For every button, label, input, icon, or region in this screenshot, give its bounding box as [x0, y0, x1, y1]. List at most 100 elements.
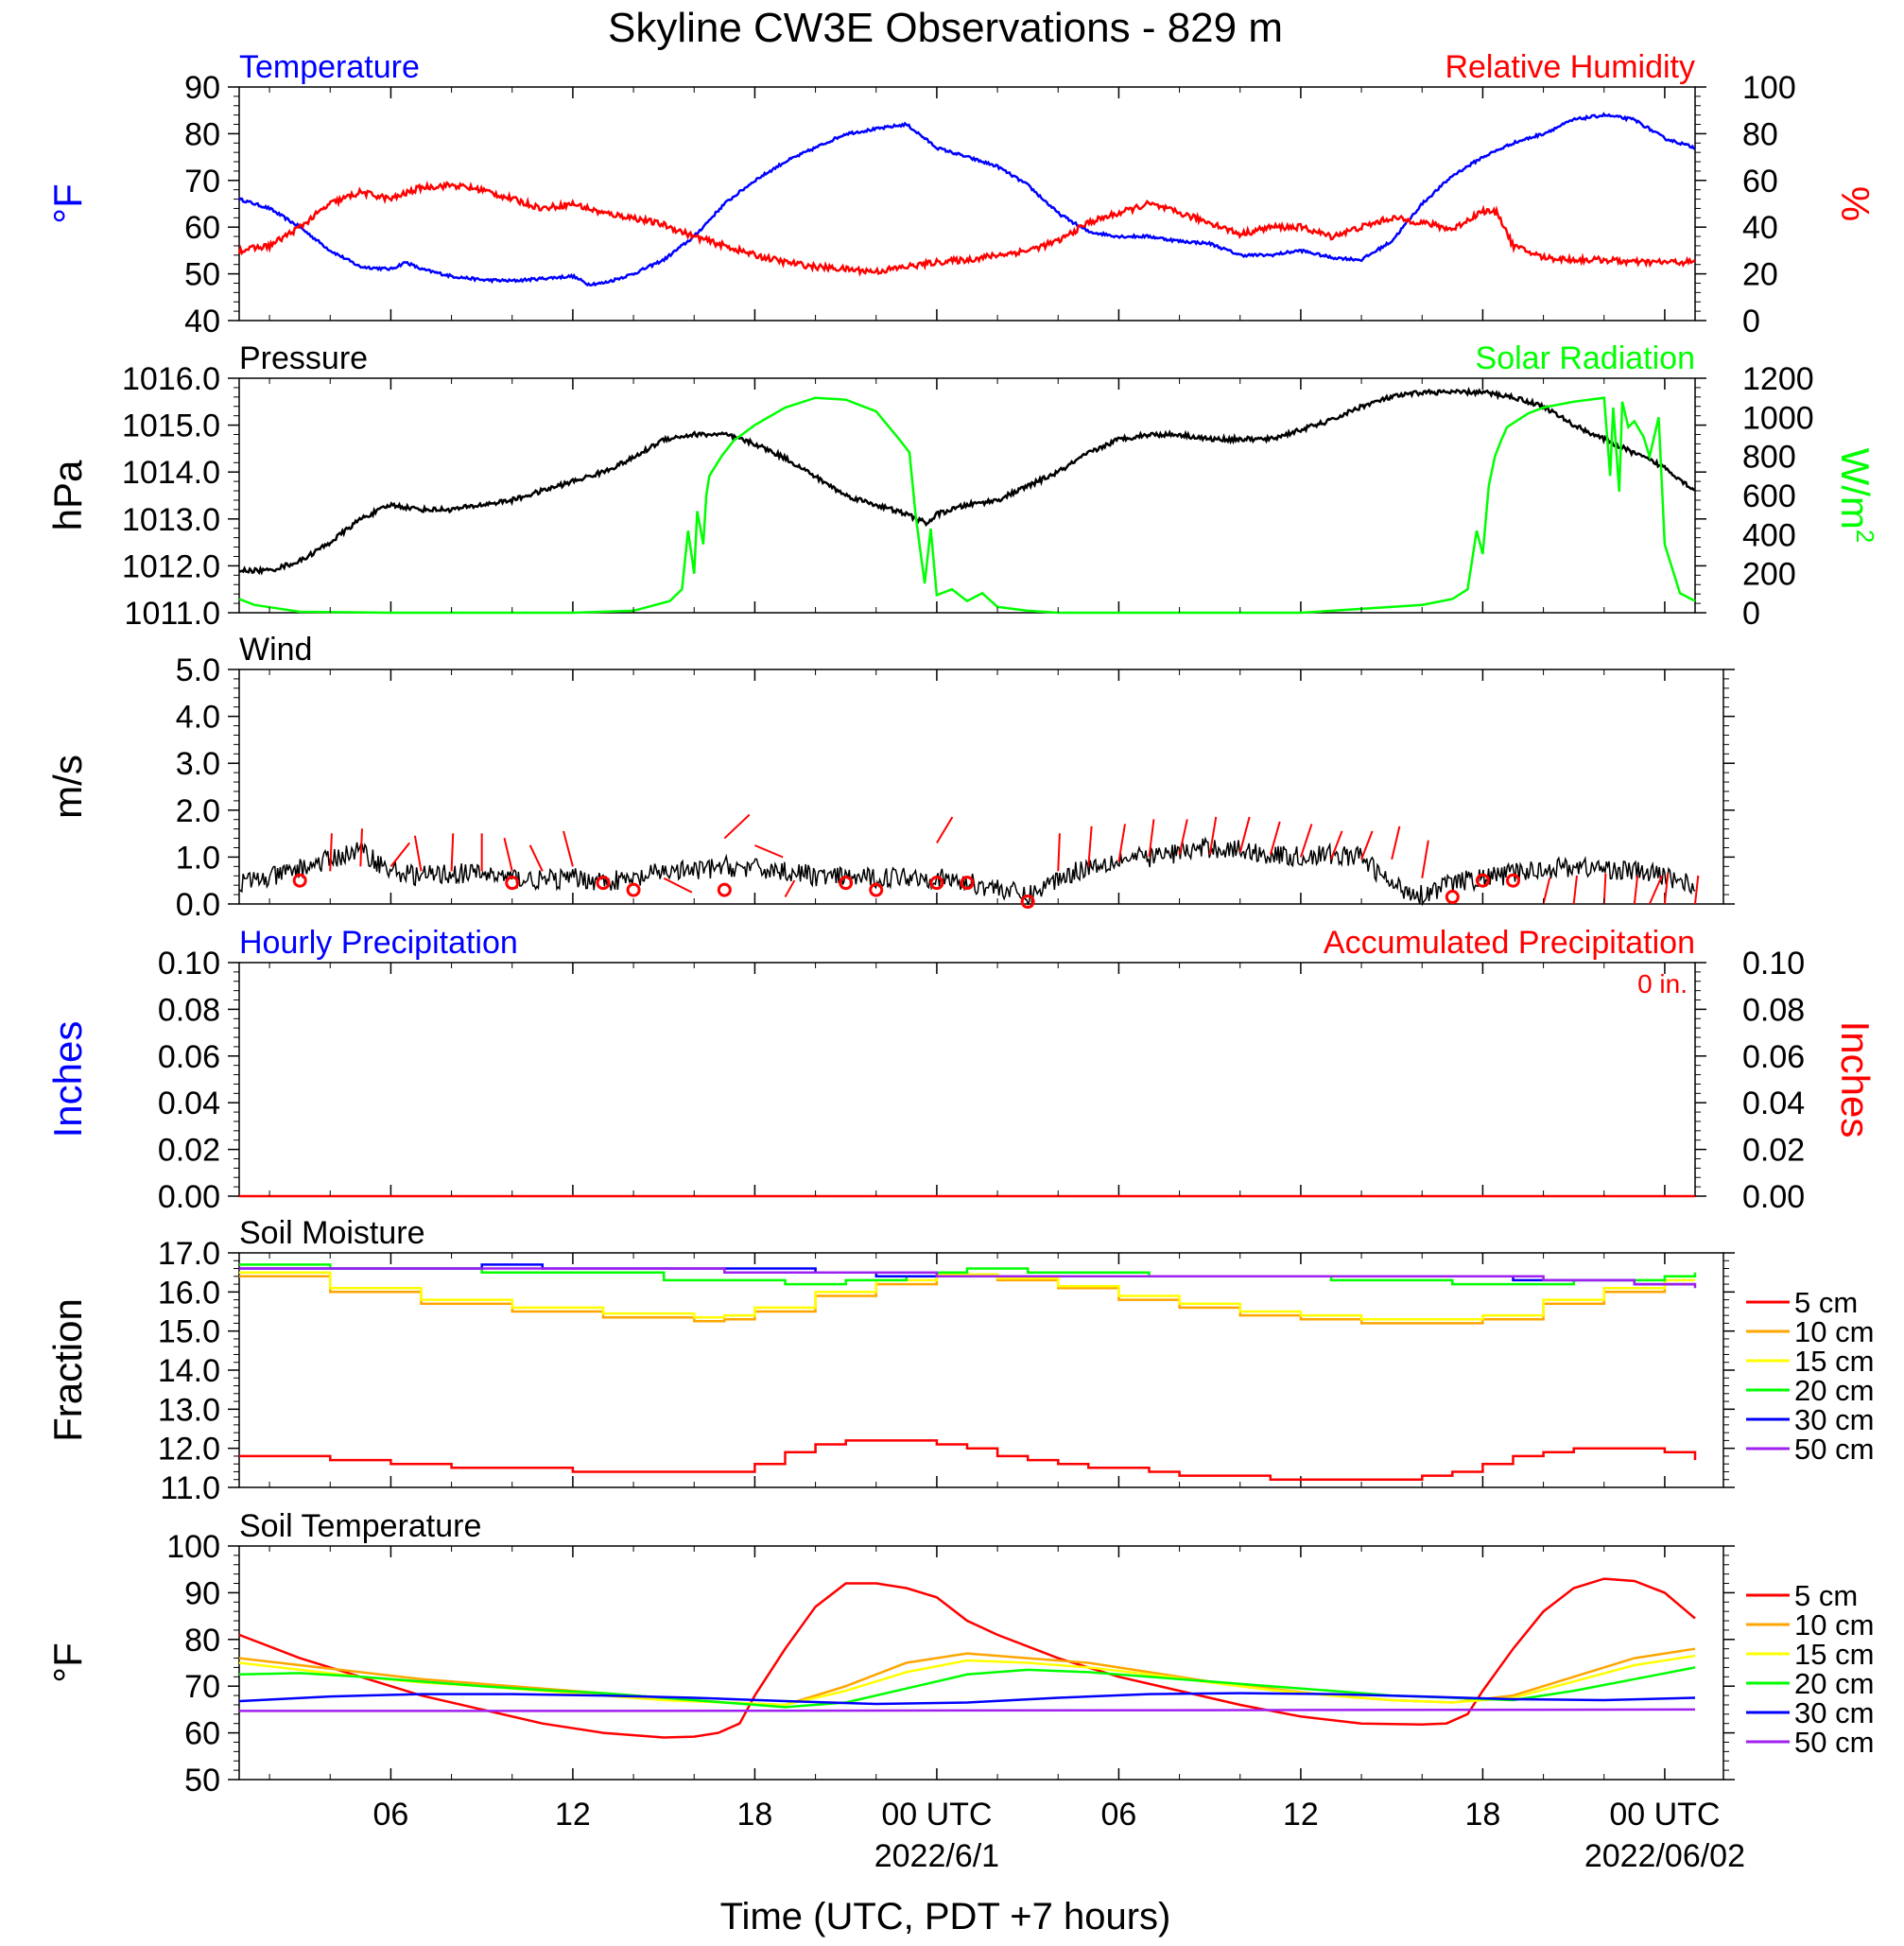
- x-axis-label: Time (UTC, PDT +7 hours): [720, 1896, 1171, 1937]
- y-right-tick-label: 40: [1742, 210, 1778, 246]
- y-tick-label: 15.0: [158, 1314, 220, 1350]
- wind-barb: [528, 844, 544, 872]
- y-right-tick-label: 0.08: [1742, 992, 1805, 1028]
- y-tick-label: 1011.0: [125, 596, 220, 632]
- series-line-5: [239, 1267, 1697, 1289]
- wind-barb: [1648, 875, 1663, 905]
- wind-barb: [1208, 816, 1218, 856]
- panel-right-note: 0 in.: [1637, 969, 1688, 999]
- y-tick-label: 14.0: [158, 1353, 220, 1389]
- wind-barb: [450, 833, 455, 872]
- panel-left-title: Soil Temperature: [239, 1508, 481, 1544]
- series-line-1: [237, 180, 1696, 277]
- calm-circle: [1445, 890, 1460, 905]
- calm-circle: [292, 873, 307, 888]
- legend-label: 15 cm: [1794, 1345, 1874, 1378]
- wind-barb: [723, 813, 751, 840]
- y-tick-label: 60: [184, 210, 220, 246]
- y-tick-label: 1016.0: [122, 361, 220, 397]
- y-axis-label-right: %: [1833, 186, 1878, 221]
- y-tick-label: 4.0: [176, 700, 220, 736]
- wind-barb: [1360, 830, 1374, 860]
- wind-barb: [1572, 875, 1578, 905]
- y-tick-label: 80: [184, 116, 220, 152]
- x-tick-label: 18: [1465, 1797, 1501, 1833]
- plot-frame: [238, 377, 1696, 614]
- series-line-3: [239, 1263, 1697, 1286]
- y-tick-label: 11.0: [160, 1470, 220, 1506]
- y-right-tick-label: 20: [1742, 257, 1778, 293]
- plot-frame: [238, 669, 1724, 905]
- y-tick-label: 80: [184, 1623, 220, 1659]
- wind-barb: [389, 842, 411, 867]
- wind-barb: [936, 816, 954, 844]
- y-tick-label: 0.10: [158, 946, 220, 982]
- panel-left-title: Hourly Precipitation: [239, 925, 518, 961]
- y-tick-label: 17.0: [158, 1236, 220, 1272]
- calm-circle: [626, 882, 641, 897]
- series-line-1: [238, 396, 1696, 615]
- y-tick-label: 70: [184, 164, 220, 200]
- y-right-tick-label: 0.02: [1742, 1133, 1805, 1169]
- series-line-0: [238, 1577, 1696, 1739]
- series-line-0: [239, 1439, 1697, 1481]
- series-line-0: [238, 112, 1696, 287]
- legend-label: 5 cm: [1794, 1286, 1858, 1319]
- x-axis: 06 12 18 00 UTC 2022/6/1 06 12 18 00 UTC 2022/06/…: [268, 87, 1745, 1874]
- y-right-tick-label: 0.06: [1742, 1039, 1805, 1075]
- y-axis-label-left: Inches: [45, 1021, 90, 1138]
- legend-label: 5 cm: [1794, 1579, 1858, 1612]
- x-date-label: 2022/6/1: [874, 1838, 999, 1874]
- y-tick-label: 0.00: [158, 1179, 220, 1215]
- y-tick-label: 1014.0: [122, 455, 220, 491]
- panel-precip: 0.00 0.02 0.04 0.06 0.08 0.10 0.00 0.02 0.04 0.06…: [45, 925, 1878, 1215]
- wind-barb: [359, 828, 363, 867]
- y-tick-label: 90: [184, 1575, 220, 1611]
- y-axis-label-right: Inches: [1833, 1021, 1878, 1138]
- panel-pressure-solar: 1011.0 1012.0 1013.0 1014.0 1015.0 1016.0 0200…: [45, 340, 1879, 632]
- panel-right-title: Accumulated Precipitation: [1324, 925, 1695, 961]
- wind-barb: [754, 844, 784, 859]
- series-line-4: [239, 1263, 1695, 1286]
- panel-left-title: Wind: [239, 632, 312, 668]
- y-tick-label: 3.0: [176, 746, 220, 782]
- wind-barb: [1238, 816, 1251, 853]
- x-tick-label: 06: [1101, 1797, 1137, 1833]
- x-tick-label: 18: [737, 1797, 773, 1833]
- y-tick-label: 0.08: [158, 992, 220, 1028]
- y-tick-label: 0.04: [158, 1086, 220, 1121]
- y-tick-label: 0.0: [176, 887, 220, 923]
- y-right-tick-label: 200: [1742, 557, 1796, 593]
- series-line-1: [238, 1647, 1696, 1707]
- wind-barb: [1148, 819, 1155, 858]
- y-right-tick-label: 1200: [1742, 361, 1814, 397]
- wind-barb: [563, 830, 574, 867]
- y-tick-label: 60: [184, 1716, 220, 1752]
- wind-barb: [1178, 819, 1188, 856]
- wind-barb: [503, 838, 513, 872]
- legend-label: 50 cm: [1794, 1726, 1874, 1759]
- y-tick-label: 1.0: [176, 840, 220, 876]
- plot-frame: [238, 962, 1696, 1197]
- y-tick-label: 5.0: [176, 652, 220, 688]
- wind-barb: [1330, 830, 1343, 860]
- y-right-tick-label: 0.04: [1742, 1086, 1805, 1121]
- plot-frame: [238, 1545, 1724, 1781]
- plot-frame: [238, 1252, 1724, 1488]
- calm-circle: [505, 876, 520, 891]
- calm-circle: [1475, 873, 1490, 888]
- y-axis-label-left: °F: [45, 1642, 90, 1682]
- wind-barb: [413, 835, 423, 872]
- wind-barb: [1299, 824, 1313, 858]
- panel-left-title: Temperature: [239, 49, 420, 85]
- x-tick-label: 06: [373, 1797, 409, 1833]
- x-date-label: 2022/06/02: [1584, 1838, 1745, 1874]
- y-tick-label: 90: [184, 70, 220, 106]
- legend-label: 20 cm: [1794, 1667, 1874, 1700]
- y-right-tick-label: 1000: [1742, 400, 1814, 436]
- y-tick-label: 1013.0: [122, 502, 220, 538]
- series-line-4: [238, 1692, 1696, 1706]
- wind-barb: [329, 833, 333, 872]
